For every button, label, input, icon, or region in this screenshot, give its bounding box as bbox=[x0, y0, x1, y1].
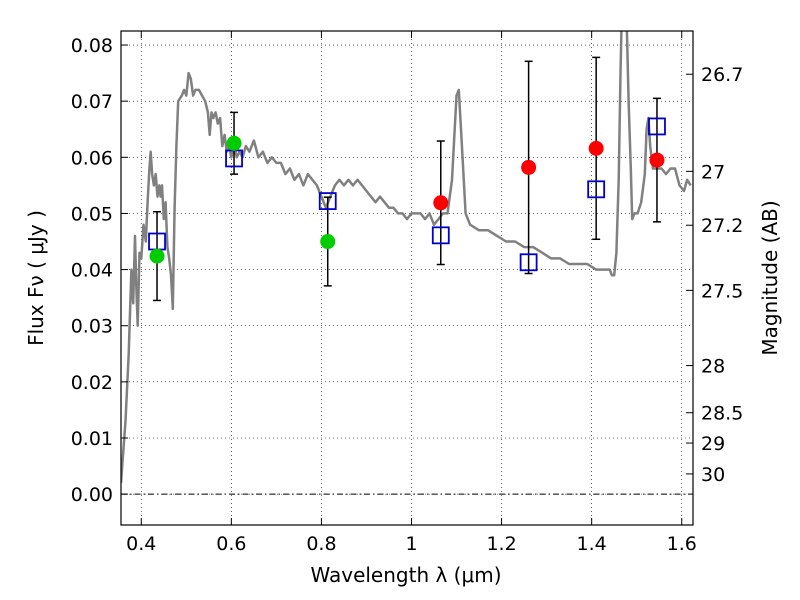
model-square-marker bbox=[519, 253, 538, 272]
model-square-marker bbox=[587, 180, 606, 199]
red-data-point bbox=[433, 195, 449, 211]
model-square-marker bbox=[648, 117, 666, 136]
model-square-marker bbox=[431, 226, 450, 245]
y-tick-label: 0.01 bbox=[71, 428, 113, 450]
y-axis-title: Flux Fν ( μJy ) bbox=[24, 210, 48, 346]
right-axis-title: Magnitude (AB) bbox=[758, 200, 782, 355]
x-axis-title: Wavelength λ (μm) bbox=[310, 563, 501, 587]
right-axis-tick-label: 27 bbox=[701, 161, 725, 183]
right-axis-tick-label: 27.5 bbox=[701, 280, 743, 302]
right-axis-tick-label: 30 bbox=[701, 464, 725, 486]
y-tick-label: 0.08 bbox=[71, 35, 113, 57]
y-tick-label: 0.07 bbox=[71, 91, 113, 113]
y-tick-label: 0.04 bbox=[71, 260, 113, 282]
y-tick-label: 0.06 bbox=[71, 147, 113, 169]
right-axis-tick-label: 28 bbox=[701, 356, 725, 378]
green-data-point bbox=[226, 135, 242, 151]
axis-ticks: 0.4 0.6 0.8 1 1.2 1.4 1.6 0.00 0.01 0.02 0.03 0.04 0… bbox=[71, 31, 743, 555]
right-axis-tick-label: 27.2 bbox=[701, 215, 743, 237]
right-axis-tick-label: 29 bbox=[701, 433, 725, 455]
green-data-point bbox=[149, 248, 165, 264]
x-tick-label: 1.6 bbox=[667, 533, 697, 555]
red-data-point bbox=[588, 140, 604, 156]
x-tick-label: 0.6 bbox=[216, 533, 246, 555]
y-tick-label: 0.00 bbox=[71, 484, 113, 506]
y-tick-label: 0.03 bbox=[71, 316, 113, 338]
spectrum-line bbox=[121, 31, 692, 483]
x-tick-label: 1 bbox=[405, 533, 417, 555]
x-tick-label: 1.2 bbox=[486, 533, 516, 555]
y-tick-label: 0.02 bbox=[71, 372, 113, 394]
y-tick-label: 0.05 bbox=[71, 203, 113, 225]
right-axis-tick-label: 28.5 bbox=[701, 403, 743, 425]
right-axis-tick-label: 26.7 bbox=[701, 64, 743, 86]
green-data-point bbox=[320, 234, 336, 250]
red-data-point bbox=[521, 159, 537, 175]
x-tick-label: 0.4 bbox=[126, 533, 156, 555]
plot-frame bbox=[120, 30, 694, 526]
x-tick-label: 0.8 bbox=[306, 533, 336, 555]
plot-data bbox=[121, 31, 692, 483]
x-tick-label: 1.4 bbox=[577, 533, 607, 555]
red-data-point bbox=[649, 152, 665, 168]
model-square-marker bbox=[318, 192, 337, 210]
